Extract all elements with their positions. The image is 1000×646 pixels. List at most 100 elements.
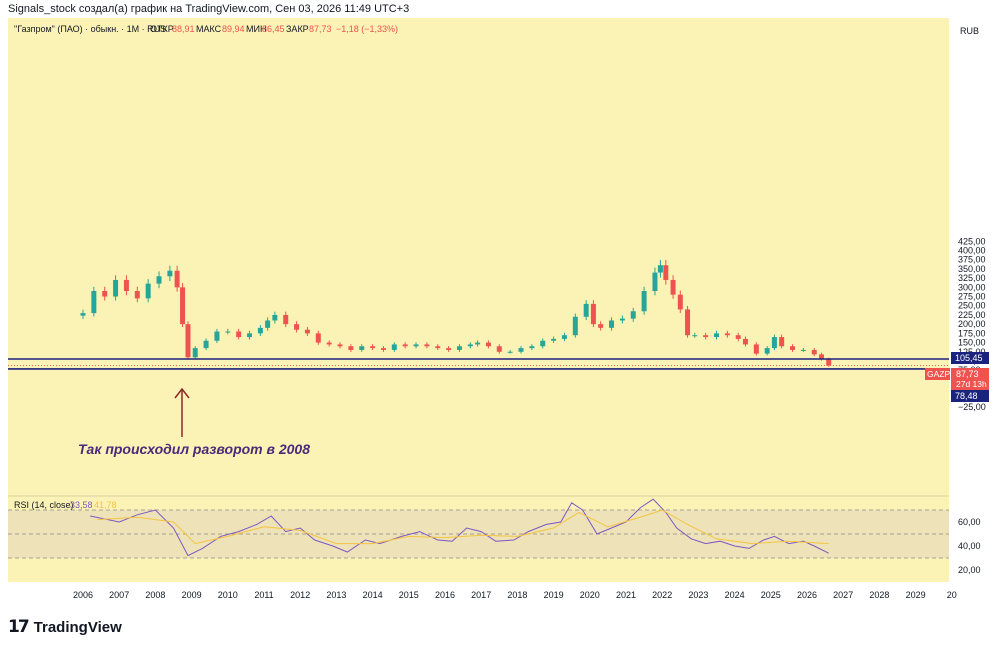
candle-body: [475, 342, 481, 345]
rsi-band: [8, 509, 949, 559]
candle-body: [370, 346, 376, 349]
legend-high-value: 89,94: [222, 24, 245, 34]
candle-body: [670, 279, 676, 295]
candle-body: [467, 344, 473, 347]
candle-body: [272, 314, 278, 321]
candle-body: [663, 265, 669, 280]
candle-body: [348, 346, 354, 350]
legend-close-label: ЗАКР: [286, 24, 309, 34]
time-tick-label: 2019: [544, 590, 564, 600]
candle-body: [692, 335, 698, 337]
tradingview-logo-icon: 17: [8, 617, 30, 637]
candle-body: [714, 333, 719, 338]
rsi-ma-line: [97, 509, 829, 545]
tradingview-wordmark: TradingView: [33, 618, 122, 636]
rsi-lines: [90, 498, 829, 557]
main-pane[interactable]: [8, 18, 949, 496]
time-tick-label: 2028: [869, 590, 889, 600]
time-tick-label: 2029: [906, 590, 926, 600]
candle-body: [156, 276, 162, 284]
legend-symbol: "Газпром" (ПАО) · обыкн. · 1M · RUS: [14, 24, 166, 34]
price-tick-label: −25,00: [958, 402, 986, 412]
price-tick-label: 200,00: [958, 319, 986, 329]
rsi-value-2: 41,78: [94, 500, 117, 510]
time-tick-label: 2014: [363, 590, 383, 600]
candle-body: [402, 344, 408, 347]
price-tick-label: 425,00: [958, 236, 986, 246]
candles: [80, 259, 832, 367]
rsi-tick-label: 20,00: [958, 565, 981, 575]
candle-body: [485, 342, 491, 347]
candle-body: [742, 338, 748, 345]
candle-body: [134, 291, 140, 299]
candle-body: [551, 338, 557, 341]
candle-body: [724, 333, 730, 336]
legend-open-label: ОТКР: [150, 24, 174, 34]
price-tick-label: 375,00: [958, 255, 986, 265]
candle-body: [800, 349, 806, 351]
candle-body: [283, 314, 289, 325]
candle-body: [540, 340, 546, 347]
time-tick-label: 2017: [471, 590, 491, 600]
candle-body: [561, 335, 567, 339]
time-tick-label: 2021: [616, 590, 636, 600]
candle-body: [304, 329, 310, 334]
candle-body: [518, 348, 524, 352]
candle-body: [180, 287, 186, 325]
candle-body: [326, 342, 332, 345]
candle-body: [818, 354, 824, 360]
candle-body: [225, 331, 231, 333]
candle-body: [598, 324, 604, 328]
time-tick-label: 2022: [652, 590, 672, 600]
time-tick-label: 2023: [688, 590, 708, 600]
price-tick-label: 275,00: [958, 292, 986, 302]
candle-body: [619, 318, 625, 321]
time-axis-labels: 2006 2007 2008 2009 2010 2011 2012 2013 2014 2015…: [73, 590, 957, 600]
candle-body: [214, 331, 220, 341]
candle-body: [609, 320, 615, 328]
time-axis[interactable]: [8, 582, 1000, 606]
candle-body: [641, 291, 647, 312]
candle-body: [424, 344, 430, 347]
price-axis[interactable]: [949, 18, 1000, 582]
rsi-line: [90, 498, 829, 557]
candle-body: [572, 316, 578, 336]
price-tick-label: 325,00: [958, 273, 986, 283]
legend-low-label: МИН: [246, 24, 266, 34]
candle-body: [685, 309, 691, 336]
candle-body: [413, 344, 419, 347]
time-tick-label: 2025: [761, 590, 781, 600]
candle-body: [167, 270, 173, 277]
candle-body: [790, 346, 796, 350]
annotation-text: Так происходил разворот в 2008: [78, 441, 310, 457]
candle-body: [359, 346, 365, 350]
candle-body: [456, 346, 462, 350]
candle-body: [123, 279, 129, 292]
horizontal-levels[interactable]: [8, 358, 949, 370]
price-tick-label: 250,00: [958, 301, 986, 311]
currency-label: RUB: [960, 26, 979, 36]
time-tick-label: 2015: [399, 590, 419, 600]
candle-body: [113, 279, 119, 297]
candle-body: [507, 351, 513, 353]
candle-body: [315, 333, 321, 343]
candle-body: [657, 265, 663, 273]
tradingview-logo[interactable]: 17 TradingView: [8, 617, 122, 637]
candle-body: [703, 335, 709, 338]
chart-caption: Signals_stock создал(а) график на Tradin…: [8, 3, 410, 15]
time-tick-label: 2007: [109, 590, 129, 600]
time-tick-label: 2009: [182, 590, 202, 600]
legend-high-label: МАКС: [196, 24, 222, 34]
candle-body: [652, 272, 658, 292]
candle-body: [257, 327, 263, 334]
candle-body: [630, 311, 636, 319]
candle-body: [337, 344, 343, 347]
price-tick-label: 300,00: [958, 282, 986, 292]
time-tick-label: 2008: [145, 590, 165, 600]
legend-change: −1,18 (−1,33%): [336, 24, 398, 34]
price-tick-label: 150,00: [958, 338, 986, 348]
time-tick-label: 2006: [73, 590, 93, 600]
price-badge-value: 87,73: [956, 369, 979, 379]
